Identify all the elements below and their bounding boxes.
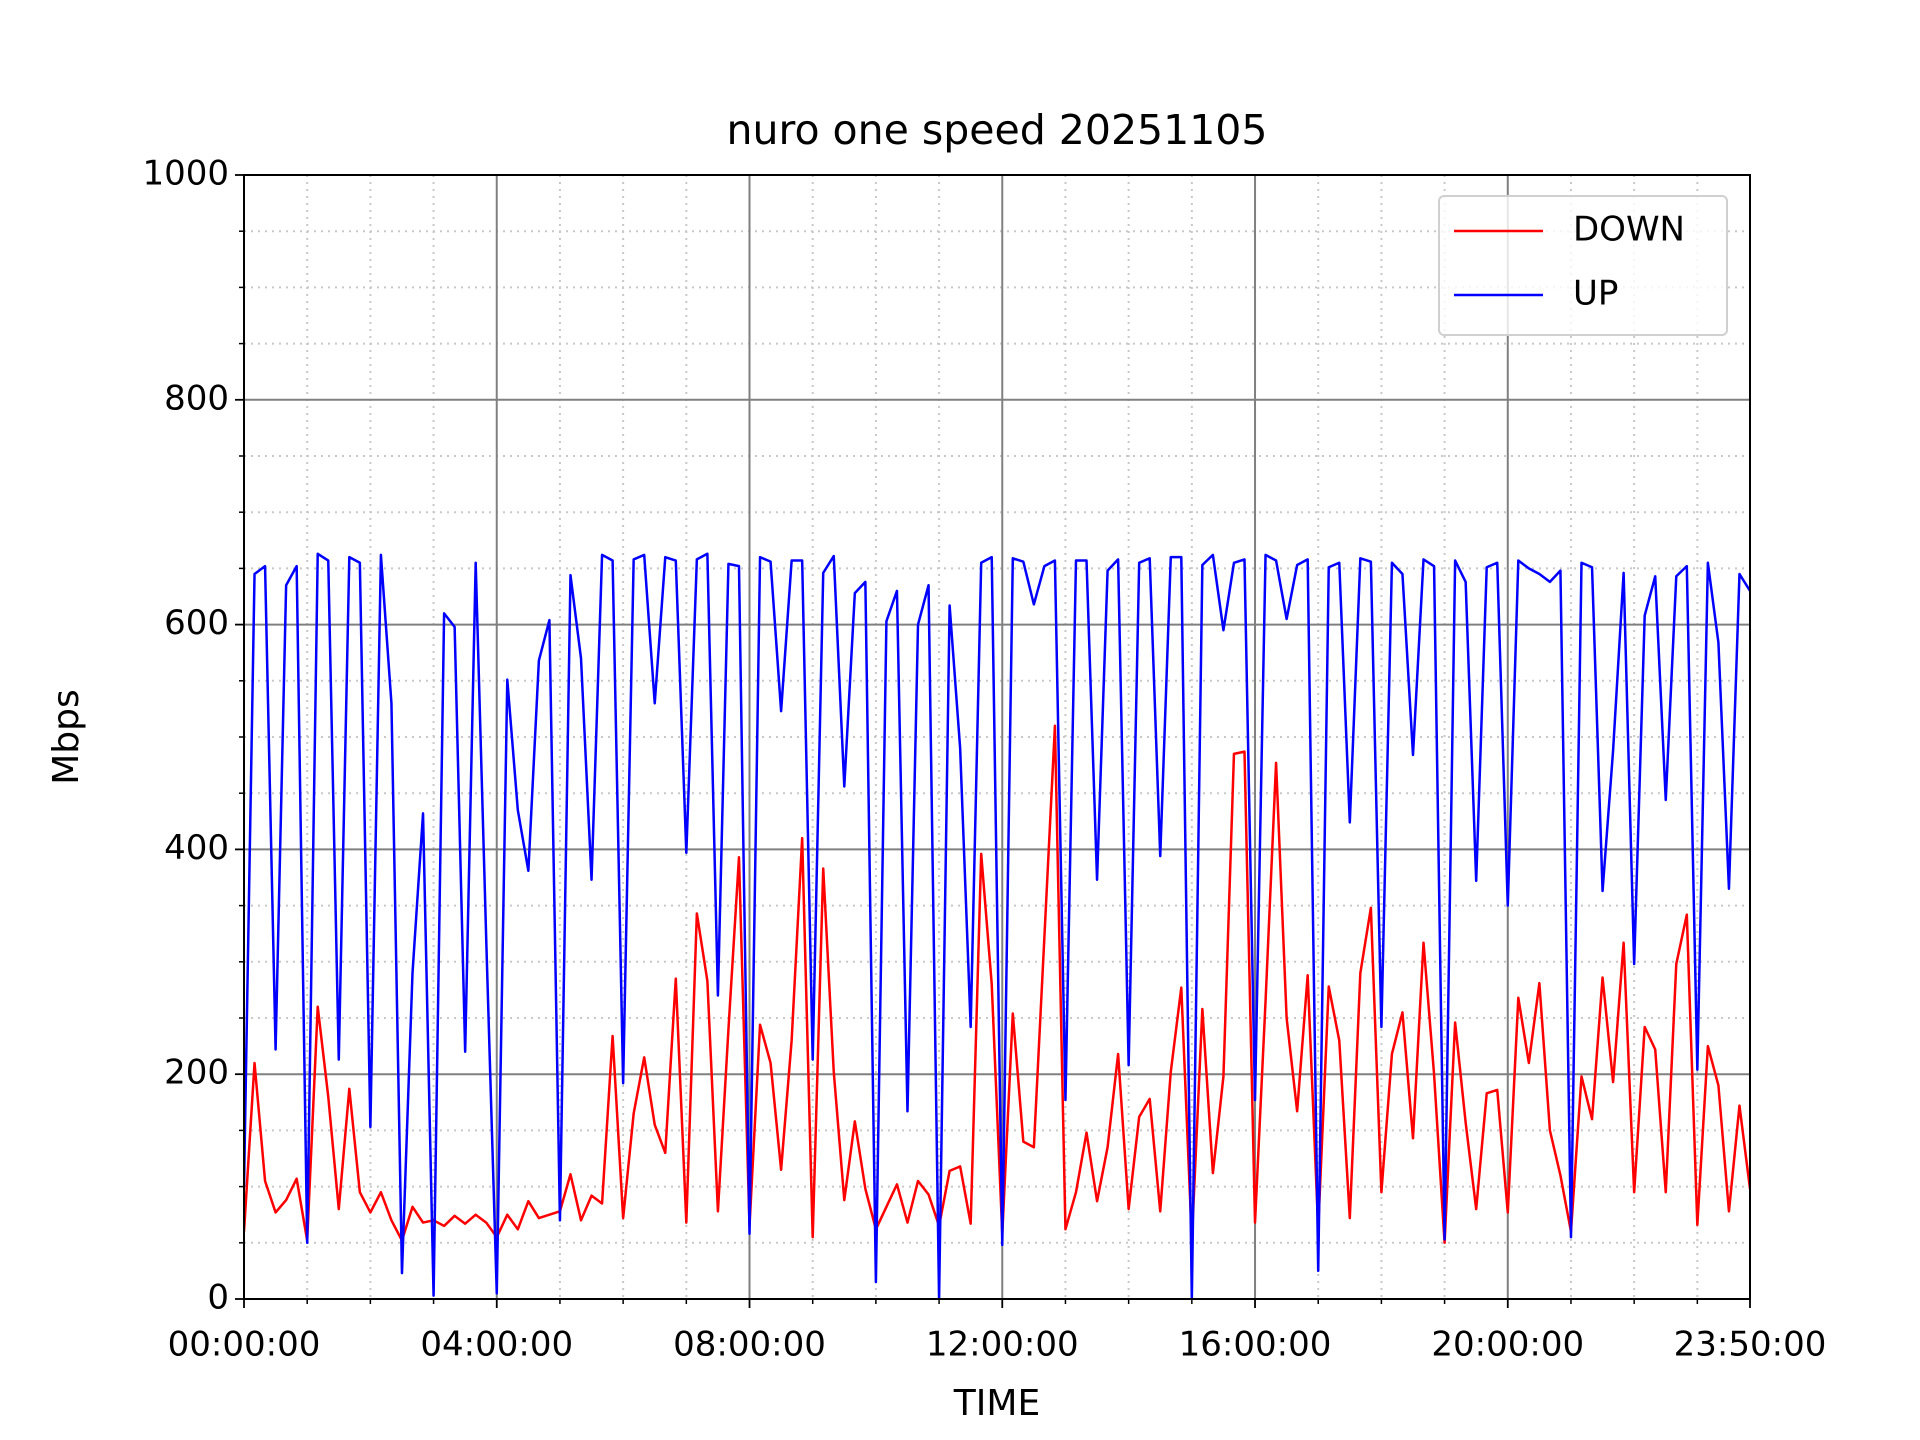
y-tick-label: 800 [164, 378, 229, 418]
x-tick-label: 23:50:00 [1674, 1325, 1827, 1365]
x-tick-label: 16:00:00 [1179, 1325, 1332, 1365]
y-axis-label: Mbps [46, 689, 87, 785]
legend-label: DOWN [1573, 210, 1685, 250]
x-tick-label: 20:00:00 [1431, 1325, 1584, 1365]
chart-title: nuro one speed 20251105 [727, 106, 1268, 154]
plot-frame [243, 174, 1751, 1300]
axes: 0 200 400 600 800 1000 00:00:00 04:00:00 08:00:0… [142, 154, 1826, 1365]
legend: DOWN UP [1438, 195, 1728, 336]
y-tick-label: 1000 [142, 154, 229, 194]
x-tick-label: 08:00:00 [673, 1325, 826, 1365]
y-tick-label: 200 [164, 1053, 229, 1093]
legend-label: UP [1573, 274, 1618, 314]
x-axis-label: TIME [953, 1383, 1040, 1424]
data-line [244, 552, 1750, 1299]
x-tick-label: 04:00:00 [420, 1325, 573, 1365]
y-tick-label: 400 [164, 828, 229, 868]
y-tick-label: 0 [207, 1278, 229, 1318]
plot-area [244, 552, 1750, 1299]
grid [243, 174, 1751, 1300]
x-tick-label: 00:00:00 [168, 1325, 321, 1365]
x-tick-label: 12:00:00 [926, 1325, 1079, 1365]
y-tick-label: 600 [164, 603, 229, 643]
